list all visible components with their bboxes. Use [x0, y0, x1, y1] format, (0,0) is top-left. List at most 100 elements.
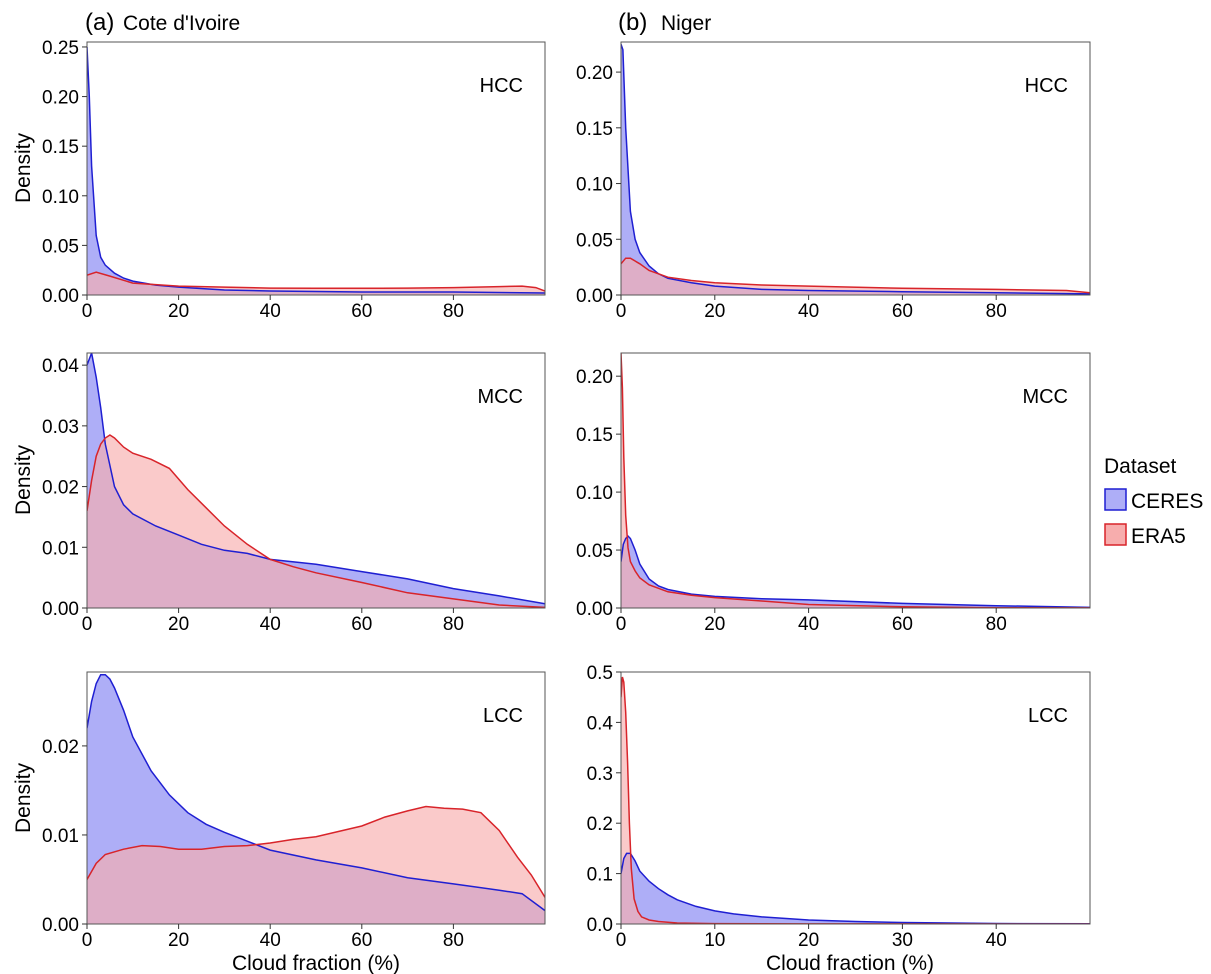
- density-line-ceres: [87, 673, 545, 912]
- x-tick-label: 0: [616, 930, 627, 951]
- legend-title: Dataset: [1104, 455, 1177, 478]
- y-tick-label: 0.00: [576, 286, 613, 307]
- y-tick-label: 0.25: [42, 38, 79, 59]
- density-area-era5: [621, 677, 1090, 924]
- ylabel-row1: Density: [12, 132, 35, 203]
- x-tick-label: 40: [260, 614, 281, 635]
- x-tick-label: 0: [82, 301, 93, 322]
- x-tick-label: 80: [443, 614, 464, 635]
- x-tick-label: 20: [168, 301, 189, 322]
- y-tick-label: 0.05: [42, 236, 79, 257]
- x-tick-label: 20: [798, 930, 819, 951]
- plot-area: [87, 353, 545, 608]
- y-tick-label: 0.00: [42, 286, 79, 307]
- panel-annotation: LCC: [483, 705, 523, 727]
- density-line-era5: [621, 676, 1090, 924]
- y-tick-label: 0.10: [576, 175, 613, 196]
- col-b-title: Niger: [661, 12, 711, 35]
- x-tick-label: 20: [704, 614, 725, 635]
- x-tick-label: 60: [351, 930, 372, 951]
- legend-label-era5: ERA5: [1131, 525, 1186, 548]
- y-tick-label: 0.01: [42, 538, 79, 559]
- legend-swatch-era5: [1104, 523, 1127, 546]
- panel-hcc-a: 0.00 0.05 0.10 0.15 0.20 0.25 0 20 40 60 80 HCC: [42, 38, 546, 322]
- density-line-ceres: [87, 46, 545, 294]
- panel-hcc-b: 0.00 0.05 0.10 0.15 0.20 0 20 40 60 80 HCC: [576, 41, 1091, 322]
- legend: Dataset CERES ERA5: [1104, 455, 1203, 548]
- density-line-era5: [621, 353, 1090, 608]
- panel-annotation: HCC: [1025, 75, 1068, 97]
- y-tick-label: 0.04: [42, 356, 79, 377]
- y-tick-label: 0.0: [587, 915, 613, 936]
- density-line-era5: [621, 257, 1090, 294]
- x-tick-label: 20: [168, 614, 189, 635]
- legend-label-ceres: CERES: [1131, 490, 1203, 513]
- y-tick-label: 0.20: [42, 88, 79, 109]
- density-area-era5: [621, 353, 1090, 608]
- x-tick-label: 80: [443, 301, 464, 322]
- plot-area: [621, 353, 1090, 608]
- panel-lcc-a: 0.00 0.01 0.02 0 20 40 60 80 LCC: [42, 671, 546, 951]
- x-tick-label: 0: [82, 930, 93, 951]
- density-area-era5: [87, 435, 545, 608]
- plot-area: [621, 43, 1090, 295]
- y-tick-label: 0.10: [576, 483, 613, 504]
- y-tick-label: 0.4: [587, 713, 614, 734]
- panels: 0.000.050.100.150.200.250 20 40 60 80HCC0.00…: [42, 38, 1091, 951]
- x-tick-label: 0: [82, 614, 93, 635]
- panel-frame: [620, 41, 1091, 296]
- xlabel-right: Cloud fraction (%): [766, 952, 934, 974]
- panel-frame: [86, 41, 546, 296]
- density-line-ceres: [621, 43, 1090, 295]
- col-a-label: (a): [85, 9, 114, 36]
- y-tick-label: 0.10: [42, 187, 79, 208]
- density-line-era5: [87, 434, 545, 608]
- ylabel-row2: Density: [12, 444, 35, 515]
- y-tick-label: 0.15: [576, 119, 613, 140]
- x-tick-label: 0: [616, 614, 627, 635]
- x-tick-label: 80: [443, 930, 464, 951]
- panel-frame: [86, 352, 546, 609]
- panel-annotation: MCC: [477, 386, 523, 408]
- panel-annotation: LCC: [1028, 705, 1068, 727]
- y-tick-label: 0.1: [587, 865, 613, 886]
- y-tick-label: 0.05: [576, 230, 613, 251]
- col-b-label: (b): [618, 9, 647, 36]
- density-area-era5: [621, 258, 1090, 295]
- panel-mcc-a: 0.00 0.01 0.02 0.03 0.04 0 20 40 60 80 MCC: [42, 352, 546, 635]
- y-tick-label: 0.2: [587, 814, 613, 835]
- y-tick-label: 0.15: [576, 425, 613, 446]
- x-tick-label: 60: [351, 301, 372, 322]
- panel-frame: [620, 671, 1091, 925]
- x-tick-label: 60: [892, 614, 913, 635]
- x-tick-label: 40: [798, 614, 819, 635]
- panel-annotation: MCC: [1022, 386, 1068, 408]
- density-line-era5: [87, 271, 545, 292]
- density-area-ceres: [621, 853, 1090, 924]
- y-tick-label: 0.00: [42, 915, 79, 936]
- y-tick-label: 0.00: [576, 599, 613, 620]
- plot-area: [87, 673, 545, 924]
- y-tick-label: 0.20: [576, 367, 613, 388]
- ylabel-row3: Density: [12, 762, 35, 833]
- density-area-era5: [87, 806, 545, 924]
- y-tick-label: 0.03: [42, 417, 79, 438]
- y-tick-label: 0.00: [42, 599, 79, 620]
- y-tick-label: 0.05: [576, 541, 613, 562]
- y-tick-label: 0.5: [587, 663, 613, 684]
- panel-frame: [86, 671, 546, 925]
- panel-lcc-b: 0.0 0.1 0.2 0.3 0.4 0.5 0 10 20 30 40 LCC: [587, 663, 1091, 951]
- plot-area: [621, 676, 1090, 924]
- y-tick-label: 0.20: [576, 63, 613, 84]
- x-tick-label: 40: [260, 930, 281, 951]
- x-tick-label: 10: [704, 930, 725, 951]
- x-tick-label: 40: [986, 930, 1007, 951]
- x-tick-label: 20: [704, 301, 725, 322]
- y-tick-label: 0.02: [42, 737, 79, 758]
- density-area-ceres: [621, 44, 1090, 295]
- col-a-title: Cote d'Ivoire: [123, 12, 240, 35]
- plot-area: [87, 46, 545, 295]
- panel-annotation: HCC: [480, 75, 523, 97]
- x-tick-label: 30: [892, 930, 913, 951]
